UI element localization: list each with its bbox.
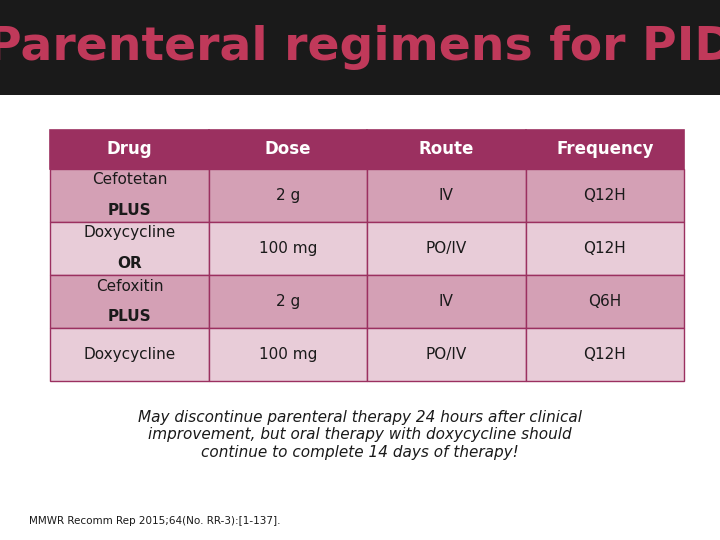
Bar — [526, 130, 684, 168]
Text: 100 mg: 100 mg — [258, 241, 318, 255]
Bar — [209, 275, 367, 328]
Text: Q12H: Q12H — [583, 187, 626, 202]
Bar — [209, 221, 367, 275]
Bar — [209, 168, 367, 221]
Bar — [367, 275, 526, 328]
Text: PLUS: PLUS — [108, 202, 151, 218]
Text: Q12H: Q12H — [583, 347, 626, 362]
Bar — [50, 221, 209, 275]
Bar — [50, 130, 209, 168]
Bar — [367, 328, 526, 381]
Bar — [526, 168, 684, 221]
Text: Drug: Drug — [107, 140, 153, 158]
Text: Parenteral regimens for PID: Parenteral regimens for PID — [0, 25, 720, 70]
Text: Q6H: Q6H — [588, 294, 621, 309]
Bar — [50, 275, 209, 328]
Text: IV: IV — [439, 294, 454, 309]
Text: May discontinue parenteral therapy 24 hours after clinical
improvement, but oral: May discontinue parenteral therapy 24 ho… — [138, 410, 582, 460]
Text: OR: OR — [117, 256, 142, 271]
Text: PO/IV: PO/IV — [426, 347, 467, 362]
Bar — [367, 221, 526, 275]
Bar — [526, 275, 684, 328]
Bar — [367, 168, 526, 221]
Text: PO/IV: PO/IV — [426, 241, 467, 255]
Bar — [209, 130, 367, 168]
Text: 2 g: 2 g — [276, 294, 300, 309]
Bar — [526, 328, 684, 381]
Bar — [209, 328, 367, 381]
Bar — [0, 0, 720, 94]
Bar — [526, 221, 684, 275]
Bar — [367, 130, 526, 168]
Text: 100 mg: 100 mg — [258, 347, 318, 362]
Text: PLUS: PLUS — [108, 309, 151, 324]
Bar — [50, 328, 209, 381]
Text: IV: IV — [439, 187, 454, 202]
Text: Route: Route — [419, 140, 474, 158]
Text: 2 g: 2 g — [276, 187, 300, 202]
Text: Cefoxitin: Cefoxitin — [96, 279, 163, 294]
Text: MMWR Recomm Rep 2015;64(No. RR-3):[1-137].: MMWR Recomm Rep 2015;64(No. RR-3):[1-137… — [29, 516, 280, 526]
Text: Doxycycline: Doxycycline — [84, 226, 176, 240]
Bar — [50, 168, 209, 221]
Text: Doxycycline: Doxycycline — [84, 347, 176, 362]
Text: Cefotetan: Cefotetan — [92, 172, 167, 187]
Text: Dose: Dose — [265, 140, 311, 158]
Text: Frequency: Frequency — [556, 140, 654, 158]
Text: Q12H: Q12H — [583, 241, 626, 255]
